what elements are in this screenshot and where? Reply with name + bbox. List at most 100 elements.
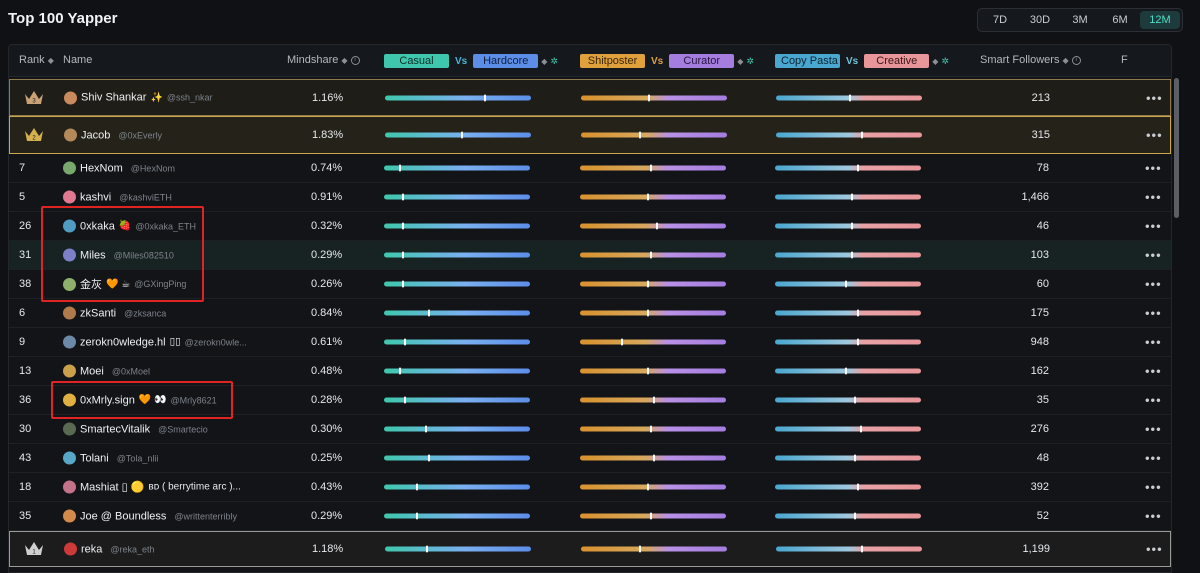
range-tab-6m[interactable]: 6M [1112, 14, 1128, 26]
trait-bar-marker [853, 396, 856, 404]
rank-value: 43 [19, 452, 32, 464]
more-options-icon[interactable]: ••• [1145, 421, 1162, 437]
user-cell[interactable]: HexNom @HexNom [63, 161, 175, 175]
smart-followers-value: 948 [1030, 336, 1049, 348]
trait-bar-1 [384, 367, 530, 375]
smart-followers-value: 78 [1036, 162, 1049, 174]
table-row[interactable]: 1 reka @reka_eth 1.18% 1,199 ••• [9, 531, 1171, 567]
vs-label: Vs [846, 55, 859, 67]
trait-bar-2 [580, 222, 726, 230]
smart-followers-value: 35 [1036, 394, 1049, 406]
user-cell[interactable]: reka @reka_eth [64, 542, 155, 556]
table-row[interactable]: 18 Mashiat ▯ 🟡 ʙᴅ ( berrytime arc )... 0… [9, 473, 1171, 502]
mindshare-header[interactable]: Mindshare ◆ i [287, 54, 360, 66]
trait-bar-2 [581, 94, 727, 101]
trait-bar-marker [860, 545, 863, 553]
gear-icon[interactable]: ✲ [550, 55, 558, 66]
user-cell[interactable]: Joe @ Boundless @writtenterribly [63, 509, 237, 523]
table-row[interactable]: 36 0xMrly.sign 🧡 👀 @Mrly8621 0.28% 35 ••… [9, 386, 1171, 415]
more-options-icon[interactable]: ••• [1146, 127, 1163, 143]
trait-bar-marker [424, 425, 427, 433]
user-cell[interactable]: Moei @0xMoel [63, 364, 150, 378]
trait-bar-1 [385, 545, 531, 553]
more-options-icon[interactable]: ••• [1146, 90, 1163, 105]
user-cell[interactable]: Shiv Shankar ✨ @ssh_nkar [64, 91, 213, 104]
gear-icon[interactable]: ✲ [746, 55, 754, 66]
trait-bar-3 [775, 222, 921, 230]
user-cell[interactable]: 金灰 🧡 ☕ @GXingPing [63, 276, 186, 292]
vs-label: Vs [455, 55, 468, 67]
more-options-icon[interactable]: ••• [1145, 218, 1162, 234]
rank-header[interactable]: Rank ◆ [19, 54, 54, 66]
table-row[interactable]: 7 HexNom @HexNom 0.74% 78 ••• [9, 154, 1171, 183]
casual-hardcore-header[interactable]: Casual Vs Hardcore ◆ ✲ [384, 54, 558, 68]
user-cell[interactable]: 0xkaka 🍓 @0xkaka_ETH [63, 219, 196, 233]
smart-followers-value: 276 [1030, 423, 1049, 435]
table-row[interactable]: 2 Jacob @0xEverly 1.83% 315 ••• [9, 116, 1171, 154]
more-column-label: F [1121, 54, 1128, 66]
user-name: zerokn0wledge.hl [80, 336, 166, 348]
more-options-icon[interactable]: ••• [1145, 508, 1162, 524]
crown-rank: 1 [32, 550, 36, 556]
user-cell[interactable]: SmartecVitalik @Smartecio [63, 422, 208, 436]
trait-bar-marker [653, 454, 655, 462]
user-cell[interactable]: Jacob @0xEverly [64, 128, 162, 142]
table-row[interactable]: 35 Joe @ Boundless @writtenterribly 0.29… [9, 502, 1171, 531]
copy-pasta-chip: Copy Pasta [775, 54, 840, 68]
curator-chip: Curator [669, 54, 735, 68]
table-row[interactable]: 13 Moei @0xMoel 0.48% 162 ••• [9, 357, 1171, 386]
table-row[interactable]: 3 Shiv Shankar ✨ @ssh_nkar 1.16% 213 ••• [9, 79, 1171, 116]
trait-bar-marker [647, 309, 650, 317]
trait-bar-2 [580, 251, 726, 259]
table-row[interactable]: 9 zerokn0wledge.hl ▯▯ @zerokn0wle... 0.6… [9, 328, 1171, 357]
user-cell[interactable]: Miles @Miles082510 [63, 248, 174, 262]
trait-bar-marker [401, 193, 404, 201]
more-options-icon[interactable]: ••• [1145, 276, 1162, 292]
scrollbar-thumb[interactable] [1174, 78, 1179, 218]
user-cell[interactable]: 0xMrly.sign 🧡 👀 @Mrly8621 [63, 393, 217, 407]
range-tab-3m[interactable]: 3M [1072, 14, 1088, 26]
user-cell[interactable]: zkSanti @zksanca [63, 306, 166, 320]
more-options-icon[interactable]: ••• [1145, 189, 1162, 205]
user-handle: @0xkaka_ETH [135, 221, 196, 231]
trait-bar-marker [853, 512, 856, 520]
table-row[interactable]: 38 金灰 🧡 ☕ @GXingPing 0.26% 60 ••• [9, 270, 1171, 299]
copypasta-creative-header[interactable]: Copy Pasta Vs Creative ◆ ✲ [775, 54, 949, 68]
trait-bar-marker [653, 396, 655, 404]
table-row[interactable]: 6 zkSanti @zksanca 0.84% 175 ••• [9, 299, 1171, 328]
more-options-icon[interactable]: ••• [1145, 160, 1162, 176]
rank-value: 7 [19, 162, 26, 174]
user-cell[interactable]: Mashiat ▯ 🟡 ʙᴅ ( berrytime arc )... [63, 480, 245, 494]
more-options-icon[interactable]: ••• [1145, 334, 1162, 350]
smart-followers-header[interactable]: Smart Followers ◆ i [980, 54, 1081, 66]
shitposter-curator-header[interactable]: Shitposter Vs Curator ◆ ✲ [580, 54, 754, 68]
table-row[interactable]: 26 0xkaka 🍓 @0xkaka_ETH 0.32% 46 ••• [9, 212, 1171, 241]
trait-bar-1 [384, 251, 530, 259]
more-options-icon[interactable]: ••• [1145, 247, 1162, 263]
range-tab-30d[interactable]: 30D [1029, 14, 1051, 26]
avatar [63, 422, 76, 436]
range-tab-12m[interactable]: 12M [1140, 11, 1180, 29]
trait-bar-marker [856, 309, 859, 317]
trait-bar-marker [859, 425, 862, 433]
user-cell[interactable]: zerokn0wledge.hl ▯▯ @zerokn0wle... [63, 335, 247, 349]
trait-bar-marker [850, 222, 853, 230]
gear-icon[interactable]: ✲ [941, 55, 949, 66]
trait-bar-marker [647, 193, 650, 201]
user-cell[interactable]: kashvi @kashviETH [63, 190, 172, 204]
more-options-icon[interactable]: ••• [1145, 392, 1162, 408]
more-options-icon[interactable]: ••• [1145, 305, 1162, 321]
table-row[interactable]: 30 SmartecVitalik @Smartecio 0.30% 276 •… [9, 415, 1171, 444]
trait-bar-3 [776, 545, 922, 553]
user-handle: @kashviETH [119, 192, 172, 202]
more-options-icon[interactable]: ••• [1145, 363, 1162, 379]
avatar [63, 480, 76, 494]
table-row[interactable]: 5 kashvi @kashviETH 0.91% 1,466 ••• [9, 183, 1171, 212]
table-row[interactable]: 43 Tolani @Tola_nlii 0.25% 48 ••• [9, 444, 1171, 473]
range-tab-7d[interactable]: 7D [992, 14, 1008, 26]
more-options-icon[interactable]: ••• [1145, 450, 1162, 466]
user-cell[interactable]: Tolani @Tola_nlii [63, 451, 158, 465]
more-options-icon[interactable]: ••• [1145, 479, 1162, 495]
avatar [63, 161, 76, 175]
more-options-icon[interactable]: ••• [1146, 541, 1163, 557]
